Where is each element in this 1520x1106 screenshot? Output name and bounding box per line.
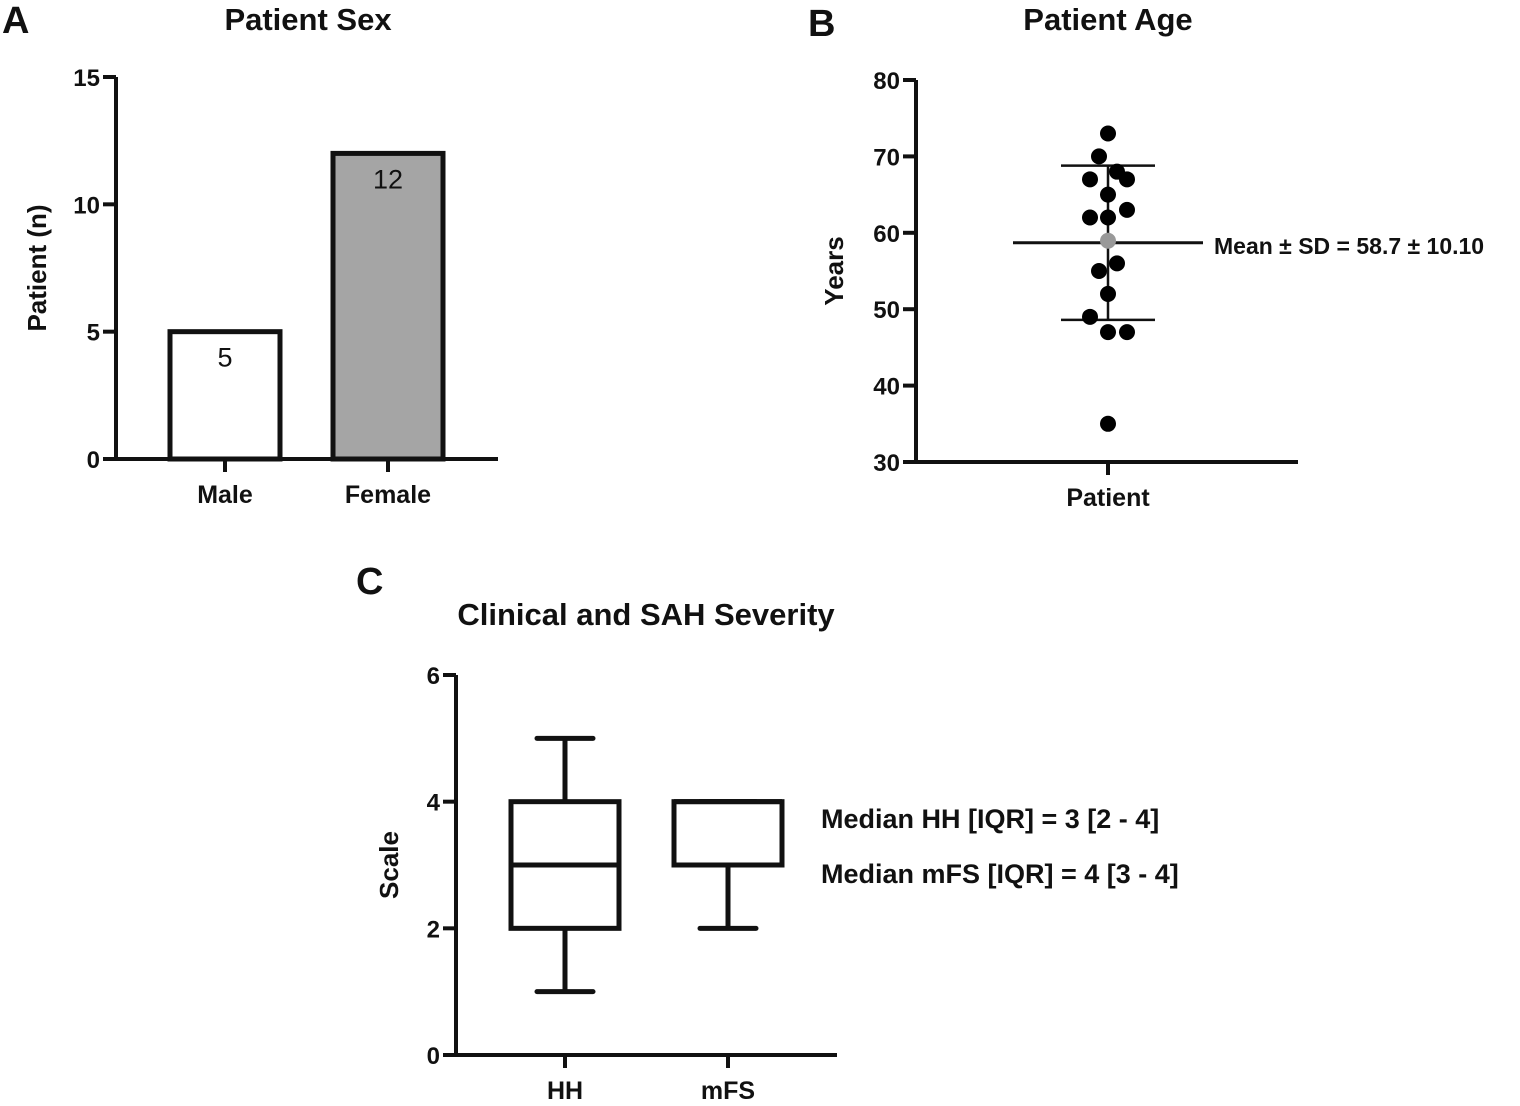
panel-c: C Clinical and SAH Severity Scale 0 2 4 6 HH… bbox=[356, 561, 1179, 1105]
x-tick-label: Patient bbox=[1066, 484, 1150, 512]
age-data-point bbox=[1119, 201, 1135, 218]
age-data-point bbox=[1119, 171, 1135, 188]
bar-value-label: 12 bbox=[373, 164, 403, 194]
age-data-point bbox=[1100, 125, 1116, 142]
y-tick-label: 10 bbox=[73, 192, 100, 219]
panel-b-ylabel: Years bbox=[819, 236, 849, 305]
x-tick-label: Female bbox=[345, 481, 431, 509]
panel-a-axes: 0 5 10 15 Male Female bbox=[73, 65, 498, 509]
x-tick-label: mFS bbox=[701, 1077, 755, 1105]
age-data-point bbox=[1100, 415, 1116, 432]
age-data-point bbox=[1100, 324, 1116, 341]
panel-b-axes: 30 40 50 60 70 80 Patient bbox=[873, 68, 1298, 512]
y-tick-label: 6 bbox=[427, 663, 440, 690]
y-tick-label: 40 bbox=[873, 374, 900, 401]
panel-c-title: Clinical and SAH Severity bbox=[457, 597, 835, 632]
panel-a: A Patient Sex Patient (n) 5 12 0 5 10 15 Male… bbox=[2, 0, 498, 509]
age-data-point bbox=[1100, 186, 1116, 203]
y-tick-label: 60 bbox=[873, 221, 900, 248]
bar-female bbox=[330, 150, 446, 462]
age-data-point bbox=[1082, 209, 1098, 226]
age-data-point bbox=[1100, 285, 1116, 302]
age-data-point bbox=[1119, 324, 1135, 341]
y-tick-label: 15 bbox=[73, 65, 100, 92]
panel-letter-b: B bbox=[808, 3, 835, 45]
age-data-point bbox=[1091, 148, 1107, 165]
panel-letter-c: C bbox=[356, 561, 383, 603]
panel-a-title: Patient Sex bbox=[224, 2, 392, 37]
y-tick-label: 2 bbox=[427, 916, 440, 943]
panel-c-plot bbox=[508, 735, 785, 995]
y-tick-label: 50 bbox=[873, 297, 900, 324]
panel-c-annotation-mfs: Median mFS [IQR] = 4 [3 - 4] bbox=[821, 859, 1179, 889]
age-data-point bbox=[1082, 308, 1098, 325]
panel-a-bars: 5 12 bbox=[167, 150, 446, 462]
box-mfs bbox=[671, 799, 785, 868]
panel-c-ylabel: Scale bbox=[374, 831, 404, 899]
panel-b: B Patient Age Years 304050607080Patient … bbox=[808, 2, 1484, 512]
y-tick-label: 0 bbox=[87, 447, 100, 474]
age-data-point bbox=[1109, 255, 1125, 272]
age-data-point bbox=[1082, 171, 1098, 188]
mean-point bbox=[1100, 232, 1116, 249]
panel-a-ylabel: Patient (n) bbox=[22, 204, 52, 331]
panel-b-annotation: Mean ± SD = 58.7 ± 10.10 bbox=[1214, 233, 1484, 259]
x-tick-label: Male bbox=[197, 481, 253, 509]
panel-b-title: Patient Age bbox=[1023, 2, 1192, 37]
y-tick-label: 80 bbox=[873, 68, 900, 95]
panel-c-annotation-hh: Median HH [IQR] = 3 [2 - 4] bbox=[821, 804, 1159, 834]
y-tick-label: 4 bbox=[427, 790, 441, 817]
age-data-point bbox=[1091, 263, 1107, 279]
y-tick-label: 5 bbox=[87, 320, 100, 347]
y-tick-label: 30 bbox=[873, 450, 900, 477]
y-tick-label: 70 bbox=[873, 144, 900, 171]
age-data-point bbox=[1100, 209, 1116, 226]
panel-letter-a: A bbox=[2, 0, 29, 42]
panel-b-plot bbox=[1013, 125, 1203, 432]
x-tick-label: HH bbox=[547, 1077, 583, 1105]
y-tick-label: 0 bbox=[427, 1043, 440, 1070]
bar-value-label: 5 bbox=[217, 343, 232, 373]
panel-c-axes: 0 2 4 6 HH mFS bbox=[427, 663, 837, 1105]
